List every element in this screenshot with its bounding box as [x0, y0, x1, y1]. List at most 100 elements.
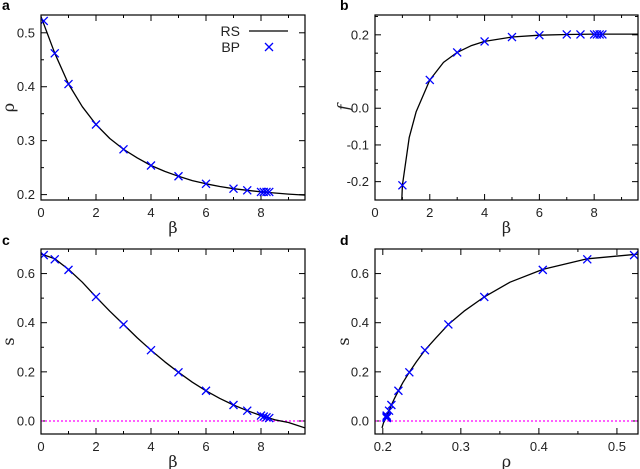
bp-point [397, 180, 407, 190]
legend-cross [264, 42, 274, 52]
y-tick-label: 0.0 [351, 413, 369, 428]
x-tick-label: 6 [202, 205, 209, 220]
y-tick-label: 0.0 [351, 101, 369, 116]
y-tick-label: 0.5 [17, 25, 35, 40]
y-tick-label: 0.4 [17, 315, 35, 330]
y-tick-label: 0.3 [17, 133, 35, 148]
plot-area [41, 250, 305, 429]
x-tick-label: 4 [481, 205, 488, 220]
bp-point [242, 406, 252, 416]
bp-point [229, 400, 238, 410]
x-tick-label: 0.3 [452, 439, 470, 454]
x-tick-label: 2 [92, 439, 99, 454]
bp-point [404, 367, 414, 377]
y-tick-label: 0.6 [351, 266, 369, 281]
bp-point [382, 413, 392, 423]
x-tick-label: 2 [426, 205, 433, 220]
x-tick-label: 0 [37, 439, 44, 454]
bp-point [264, 413, 274, 423]
rs-curve [41, 253, 305, 429]
bp-point [597, 29, 607, 39]
y-axis-label: ρ [0, 103, 18, 112]
x-axis-label: β [502, 218, 511, 237]
x-tick-label: 6 [536, 205, 543, 220]
bp-point [393, 386, 403, 396]
bp-point [262, 187, 271, 197]
x-tick-label: 8 [591, 205, 598, 220]
bp-point [174, 171, 183, 181]
bp-point [420, 345, 430, 355]
x-tick-label: 0.5 [608, 439, 626, 454]
y-axis-label: f [334, 101, 353, 111]
x-tick-label: 4 [147, 439, 154, 454]
x-tick-label: 6 [202, 439, 209, 454]
x-axis-label: β [168, 218, 177, 237]
plot-area [375, 250, 638, 429]
panel-b: b 0 2 4 6 8 0.2 0.0 -0.1 -0.2 β f [334, 0, 639, 237]
bp-point [146, 161, 156, 170]
rs-curve [401, 33, 638, 200]
panel-d: d 0.2 0.3 0.4 0.5 0.0 0.2 0.4 0.6 ρ s [334, 232, 639, 469]
bp-point [262, 412, 271, 422]
bp-point [119, 319, 128, 329]
bp-point [242, 185, 252, 195]
bp-point [507, 32, 517, 42]
bp-point [264, 187, 274, 197]
panel-label: c [2, 232, 10, 248]
bp-point [576, 29, 585, 39]
bp-point [91, 120, 101, 129]
y-tick-label: 0.0 [17, 413, 35, 428]
x-axis-label: ρ [502, 452, 511, 469]
bp-point [629, 250, 638, 260]
bp-point [479, 292, 489, 302]
y-axis-label: s [334, 337, 353, 345]
bp-point [480, 36, 490, 46]
bp-point [582, 254, 592, 264]
y-tick-label: 0.2 [351, 364, 369, 379]
x-axis-label: β [168, 452, 177, 469]
bp-point [452, 47, 462, 57]
x-tick-label: 0 [37, 205, 44, 220]
plot-frame [374, 14, 639, 201]
y-tick-label: 0.4 [17, 79, 35, 94]
x-tick-label: 2 [92, 205, 99, 220]
bp-point [534, 30, 544, 40]
y-tick-label: 0.2 [351, 27, 369, 42]
y-tick-label: 0.2 [17, 364, 35, 379]
bp-point [174, 367, 183, 377]
plot-area [41, 16, 305, 197]
plot-area [397, 29, 638, 200]
plot-frame [374, 248, 639, 435]
y-tick-label: -0.2 [347, 174, 369, 189]
y-axis-label: s [0, 337, 18, 345]
x-tick-label: 8 [257, 439, 264, 454]
bp-point [201, 386, 211, 396]
panel-label: a [2, 0, 10, 13]
legend-label: BP [221, 39, 240, 55]
panel-label: d [340, 232, 349, 248]
bp-point [386, 400, 396, 410]
bp-point [384, 406, 394, 416]
bp-point [64, 79, 73, 89]
rs-curve [381, 253, 638, 429]
legend-label: RS [221, 23, 240, 39]
x-tick-label: 4 [147, 205, 154, 220]
bp-point [146, 345, 156, 355]
rs-curve [41, 16, 305, 196]
y-tick-label: 0.4 [351, 315, 369, 330]
bp-point [119, 144, 128, 154]
bp-point [382, 411, 392, 421]
panel-label: b [340, 0, 349, 13]
y-tick-label: 0.6 [17, 266, 35, 281]
x-tick-label: 0.4 [530, 439, 548, 454]
y-tick-label: 0.2 [17, 187, 35, 202]
y-tick-label: -0.1 [347, 137, 369, 152]
plot-frame [40, 248, 306, 435]
bp-point [425, 75, 435, 85]
bp-point [538, 265, 548, 275]
x-tick-label: 0 [371, 205, 378, 220]
bp-point [595, 29, 605, 39]
